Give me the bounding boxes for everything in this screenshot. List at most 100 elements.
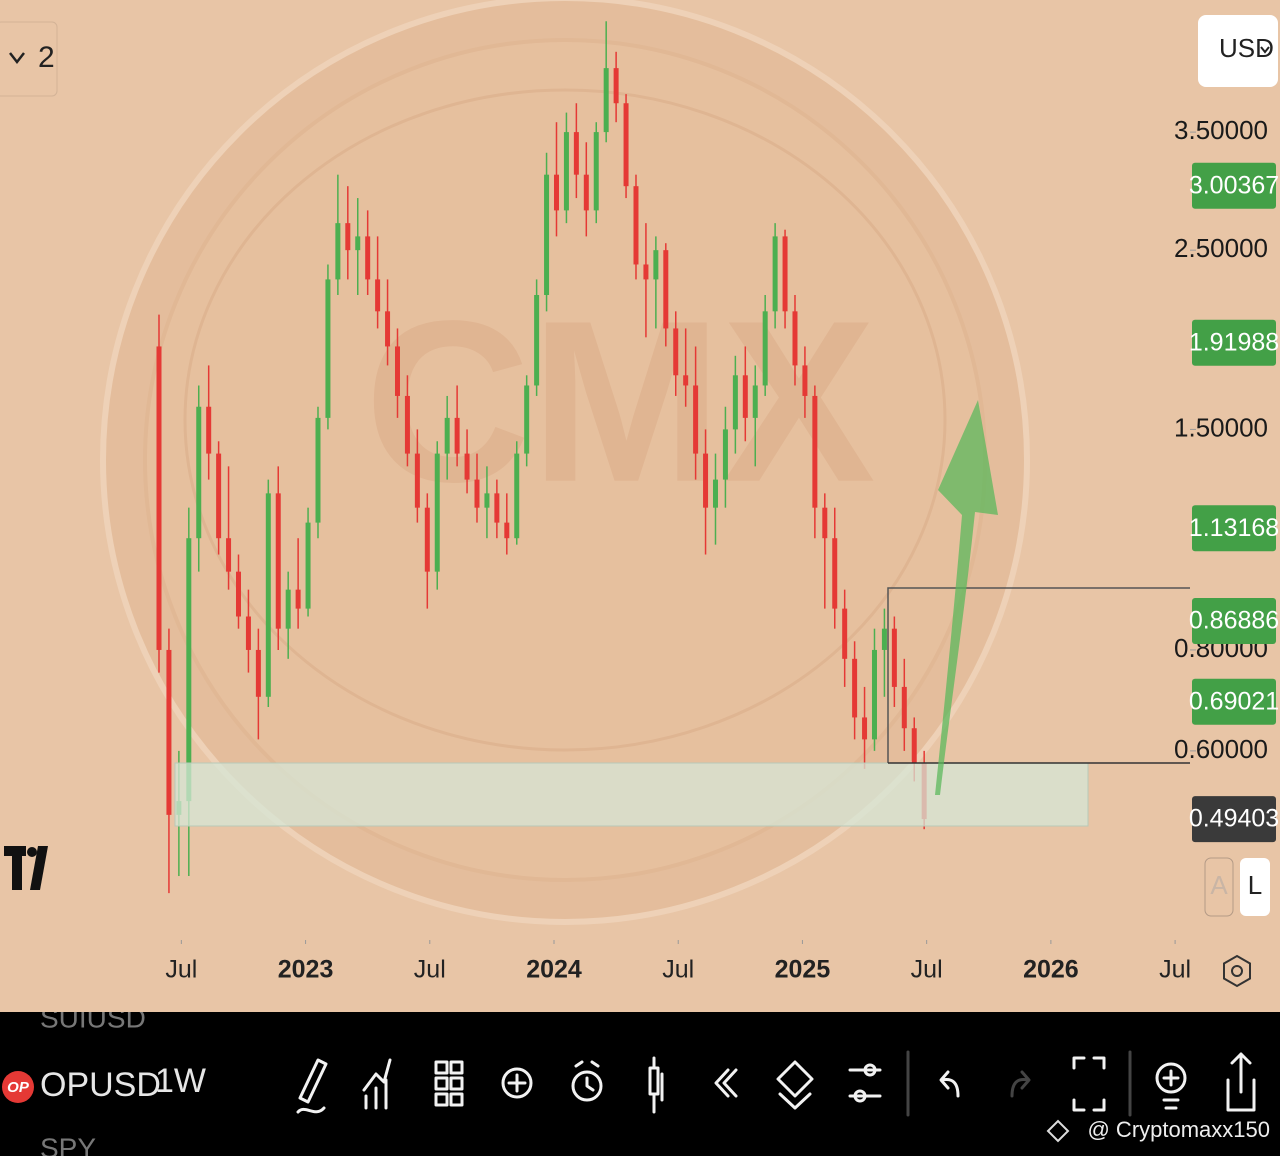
candle-body [862,717,868,740]
toolbar-icons[interactable] [296,1050,1256,1117]
candle-body [842,608,848,659]
candle-body [166,649,172,815]
x-tick-label: Jul [165,956,197,984]
candle-body [822,507,828,539]
symbol-badge-text: OP [7,1079,30,1096]
candle-body [712,479,718,508]
candle-body [305,522,311,609]
candle-body [226,538,232,572]
candle-body [583,174,589,211]
price-tag [1192,597,1276,644]
candle-body [444,417,450,454]
candle-body [792,311,798,366]
auto-button[interactable] [1204,857,1234,917]
candle-body [156,346,162,650]
candle-body [871,649,877,740]
credit: @ Cryptomaxx150 [1087,1117,1270,1142]
price-tag-label: 0.49403 [1189,805,1279,833]
candle-body [534,295,540,386]
candle-body [325,279,331,418]
auto-label: A [1210,870,1228,900]
y-tick-label: 2.50000 [1174,233,1268,263]
candle-body [573,132,579,175]
candle-body [454,417,460,454]
interval[interactable]: 1W [155,1062,206,1100]
price-tag [1192,678,1276,725]
settings-icon-dot [1231,965,1243,977]
candle-body [474,479,480,508]
x-tick-label: Jul [1159,956,1191,984]
candle-body [852,658,858,718]
candle-body [365,236,371,280]
candle-body [414,453,420,508]
next-symbol[interactable]: SPY [40,1132,96,1156]
candle-body [613,68,619,104]
candle-body [673,328,679,376]
candle-body [693,385,699,454]
interval-count: 2 [38,41,55,74]
candle-body [762,311,768,386]
candle-body [593,132,599,211]
candle-body [385,311,391,347]
currency-label: USD [1219,33,1274,63]
candle-body [206,406,212,454]
candle-body [196,406,202,539]
log-label: L [1248,870,1262,900]
plot-area [156,21,927,894]
x-tick-label: Jul [414,956,446,984]
up-arrow [935,400,998,795]
price-tag [1192,162,1276,209]
symbol[interactable]: OPUSD [40,1066,161,1104]
price-tag-label: 0.86886 [1189,607,1279,635]
price-tag-label: 3.00367 [1189,171,1279,199]
candle-body [633,186,639,265]
watermark-text: CMX [364,273,875,530]
candle-body [742,375,748,418]
candle-body [832,538,838,609]
log-button[interactable] [1240,858,1270,916]
range-box [887,587,1190,763]
candle-body [335,223,341,280]
candle-body [553,174,559,211]
candle-body [375,279,381,312]
symbol-badge [2,1071,34,1103]
candle-body [394,346,400,396]
candle-body [355,236,361,251]
candle-body [524,385,530,454]
settings-icon[interactable] [1223,954,1251,988]
candle-body [186,538,192,802]
candle-body [315,417,321,523]
x-tick-label: Jul [662,956,694,984]
candle-body [434,453,440,572]
candle-body [891,628,897,687]
chevron-icon [1260,46,1270,54]
candle-body [663,250,669,329]
candle-body [404,395,410,454]
candle-body [285,589,291,629]
candle-body [494,493,500,523]
candle-body [484,493,490,508]
x-tick-label: 2026 [1023,956,1079,984]
candle-body [683,375,689,386]
candle-body [295,589,301,609]
x-tick-label: 2023 [278,956,334,984]
toolbar-edge [0,1000,1280,1012]
candle-body [653,250,659,280]
candle-body [643,264,649,280]
y-tick-label: 0.60000 [1174,734,1268,764]
candle-body [772,236,778,312]
candle-body [216,453,222,539]
interval-box[interactable] [0,21,58,97]
currency-button[interactable] [1198,15,1278,87]
support-zone [174,762,1089,827]
candle-body [504,522,510,539]
candle-body [752,385,758,418]
candle-body [802,365,808,396]
candle-body [812,395,818,508]
candle-body [901,686,907,729]
candle-body [464,453,470,480]
x-tick-label: 2024 [526,956,582,984]
price-tag [1192,505,1276,552]
candle-body [275,493,281,629]
